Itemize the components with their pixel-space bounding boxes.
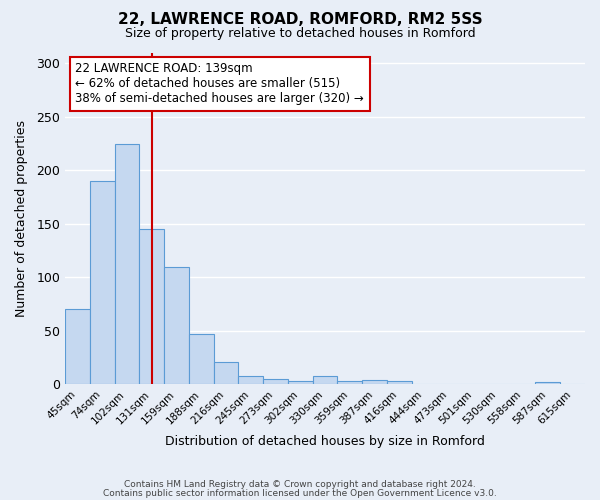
Y-axis label: Number of detached properties: Number of detached properties (15, 120, 28, 317)
Text: Contains public sector information licensed under the Open Government Licence v3: Contains public sector information licen… (103, 488, 497, 498)
Bar (288, 381, 313, 384)
Bar (90, 181, 115, 384)
Bar (115, 144, 139, 384)
Bar (139, 229, 164, 384)
Bar (362, 380, 387, 384)
Text: Contains HM Land Registry data © Crown copyright and database right 2024.: Contains HM Land Registry data © Crown c… (124, 480, 476, 489)
Text: 22, LAWRENCE ROAD, ROMFORD, RM2 5SS: 22, LAWRENCE ROAD, ROMFORD, RM2 5SS (118, 12, 482, 28)
X-axis label: Distribution of detached houses by size in Romford: Distribution of detached houses by size … (165, 434, 485, 448)
Text: 22 LAWRENCE ROAD: 139sqm
← 62% of detached houses are smaller (515)
38% of semi-: 22 LAWRENCE ROAD: 139sqm ← 62% of detach… (76, 62, 364, 106)
Bar (535, 382, 560, 384)
Text: Size of property relative to detached houses in Romford: Size of property relative to detached ho… (125, 28, 475, 40)
Bar (263, 379, 288, 384)
Bar (214, 362, 238, 384)
Bar (189, 334, 214, 384)
Bar (164, 266, 189, 384)
Bar (387, 381, 412, 384)
Bar (65, 310, 90, 384)
Bar (313, 376, 337, 384)
Bar (238, 376, 263, 384)
Bar (337, 381, 362, 384)
